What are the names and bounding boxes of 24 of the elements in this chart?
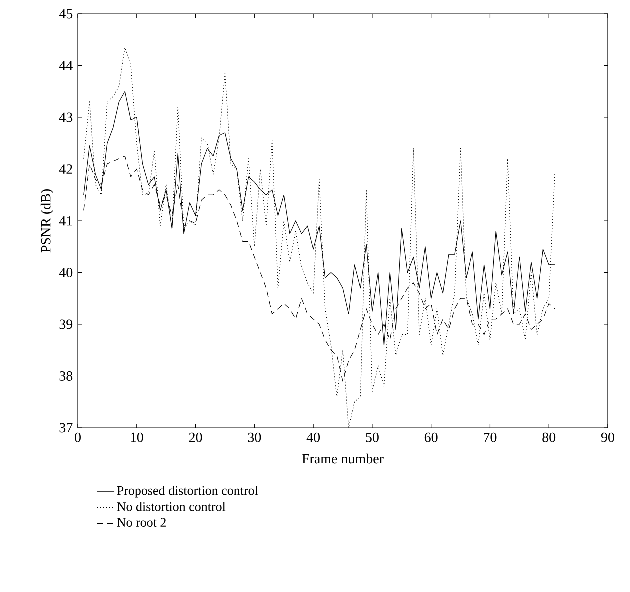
y-tick-label: 44: [59, 61, 73, 70]
legend-label: No distortion control: [117, 502, 226, 512]
legend-label: No root 2: [117, 518, 166, 527]
y-tick-label: 41: [59, 216, 72, 226]
x-tick-label: 20: [189, 432, 202, 442]
y-tick-label: 43: [59, 112, 73, 122]
x-tick-label: 80: [542, 432, 556, 442]
x-tick-label: 0: [75, 432, 81, 442]
x-tick-label: 60: [424, 432, 438, 442]
x-tick-label: 70: [484, 432, 497, 442]
x-tick-label: 50: [366, 432, 379, 442]
x-tick-label: 10: [131, 432, 144, 442]
y-axis-title: PSNR (dB): [40, 190, 54, 253]
x-axis-title: Frame number: [302, 454, 384, 464]
y-tick-label: 45: [59, 9, 73, 19]
y-tick-label: 37: [60, 423, 73, 433]
y-tick-label: 42: [59, 164, 72, 174]
legend-label: Proposed distortion control: [117, 486, 258, 498]
y-tick-label: 40: [59, 268, 73, 278]
y-tick-label: 39: [60, 320, 73, 330]
x-tick-label: 90: [601, 432, 614, 442]
x-tick-label: 40: [306, 432, 320, 442]
x-tick-label: 30: [248, 432, 262, 442]
y-tick-label: 38: [60, 372, 73, 381]
